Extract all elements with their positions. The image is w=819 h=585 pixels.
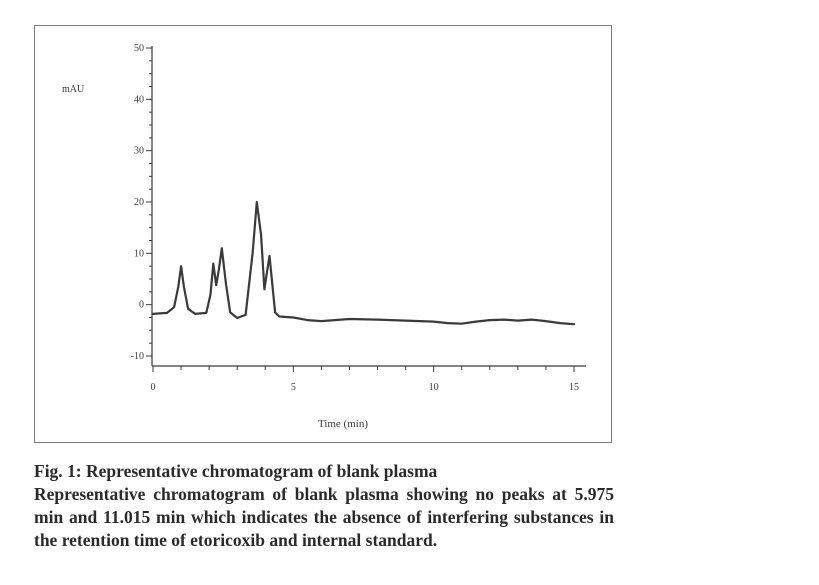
x-axis-label: Time (min)	[318, 418, 368, 430]
chromatogram-trace	[151, 200, 576, 326]
y-tick-label: 0	[139, 300, 144, 311]
chromatogram-chart: 50 40 30 20 10 0 -10 0 5 10 15 mAU Time (min)	[62, 43, 586, 430]
y-tick-label: -10	[131, 351, 144, 362]
x-tick-label: 10	[429, 382, 439, 393]
x-tick-label: 5	[291, 382, 296, 393]
figure-caption: Fig. 1: Representative chromatogram of b…	[34, 460, 614, 552]
x-tick-label: 0	[151, 382, 156, 393]
caption-body: Representative chromatogram of blank pla…	[34, 484, 614, 550]
y-axis: 50 40 30 20 10 0 -10	[131, 43, 153, 366]
y-tick-label: 40	[134, 94, 144, 105]
caption-title: Fig. 1: Representative chromatogram of b…	[34, 461, 438, 481]
y-tick-label: 50	[134, 43, 144, 54]
figure-frame	[34, 25, 612, 443]
y-axis-label: mAU	[62, 84, 85, 95]
plot-area	[151, 200, 576, 326]
y-tick-label: 20	[134, 197, 144, 208]
x-axis: 0 5 10 15	[151, 365, 586, 393]
x-tick-label: 15	[569, 382, 579, 393]
y-tick-label: 10	[134, 248, 144, 259]
y-tick-label: 30	[134, 146, 144, 157]
